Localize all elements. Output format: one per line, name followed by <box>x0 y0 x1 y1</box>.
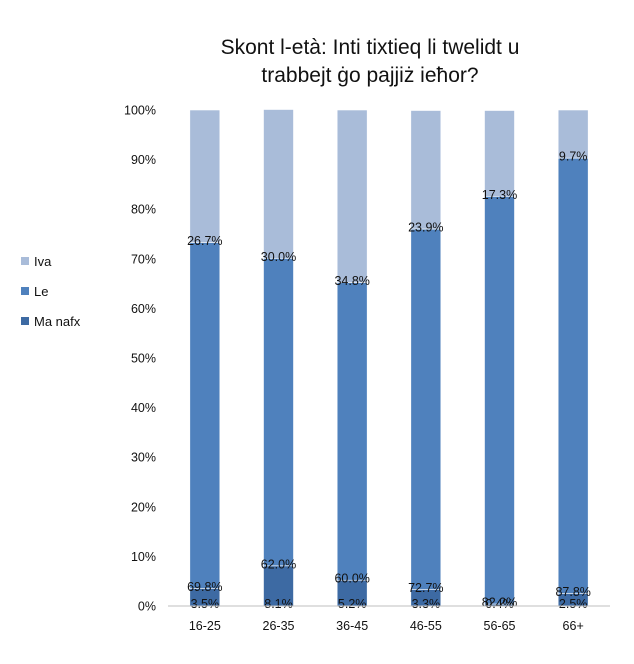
data-label: 34.8% <box>334 274 369 288</box>
bar-segment <box>336 282 368 581</box>
bar-segment <box>410 228 442 590</box>
data-label: 3.5% <box>191 597 220 611</box>
bars: 3.5% 69.8% 26.7% 8.1% 62.0% 30.0% 5.2% 60.0% 34.… <box>187 109 591 611</box>
y-tick-label: 40% <box>131 401 156 415</box>
bar-segment <box>557 109 589 159</box>
legend-label: Iva <box>34 254 52 269</box>
chart-title-line-2: trabbejt ġo pajjiż ieħor? <box>261 64 478 87</box>
y-tick-label: 50% <box>131 352 156 366</box>
data-label: 26.7% <box>187 234 222 248</box>
data-label: 62.0% <box>261 557 296 571</box>
bar-segment <box>484 110 515 197</box>
y-tick-label: 90% <box>131 153 156 167</box>
y-tick-label: 10% <box>131 550 156 564</box>
y-tick-label: 60% <box>131 302 156 316</box>
x-tick-label: 16-25 <box>189 619 221 633</box>
x-tick-label: 66+ <box>563 619 584 633</box>
legend-swatch <box>21 287 29 295</box>
legend-swatch <box>21 317 29 325</box>
data-label: 87.8% <box>555 585 590 599</box>
data-label: 72.7% <box>408 581 443 595</box>
bar-segment <box>484 196 515 605</box>
data-label: 3.3% <box>412 597 441 611</box>
data-label: 2.5% <box>559 597 588 611</box>
legend: Iva Le Ma nafx <box>21 254 81 329</box>
data-label: 82.2% <box>482 596 517 610</box>
y-tick-label: 30% <box>131 451 156 465</box>
legend-label: Ma nafx <box>34 314 81 329</box>
chart-title-line-1: Skont l-età: Inti tixtieq li twelidt u <box>221 36 520 59</box>
data-label: 17.3% <box>482 188 517 202</box>
y-tick-label: 100% <box>124 104 156 118</box>
data-label: 23.9% <box>408 221 443 235</box>
data-label: 30.0% <box>261 250 296 264</box>
y-tick-label: 80% <box>131 203 156 217</box>
bar-segment <box>189 109 221 243</box>
y-tick-label: 70% <box>131 252 156 266</box>
bar-segment <box>189 242 221 589</box>
data-label: 0.4% <box>485 597 514 611</box>
y-axis: 0% 10% 20% 30% 40% 50% 60% 70% 80% 90% 100% <box>124 104 156 614</box>
x-axis: 16-25 26-35 36-45 46-55 56-65 66+ <box>168 605 610 633</box>
data-label: 69.8% <box>187 580 222 594</box>
bar-segment <box>263 565 294 607</box>
data-label: 8.1% <box>264 597 293 611</box>
bar-segment <box>557 157 589 594</box>
legend-label: Le <box>34 284 48 299</box>
x-tick-label: 36-45 <box>336 619 368 633</box>
data-label: 9.7% <box>559 150 588 164</box>
bar-segment <box>263 109 294 259</box>
legend-swatch <box>21 257 29 265</box>
x-tick-label: 56-65 <box>484 619 516 633</box>
bar-segment <box>336 109 368 283</box>
data-label: 60.0% <box>334 572 369 586</box>
data-label: 5.2% <box>338 597 367 611</box>
y-tick-label: 20% <box>131 500 156 514</box>
x-tick-label: 46-55 <box>410 619 442 633</box>
x-tick-label: 26-35 <box>263 619 295 633</box>
y-tick-label: 0% <box>138 600 156 614</box>
bar-segment <box>410 110 442 230</box>
bar-segment <box>263 258 294 567</box>
